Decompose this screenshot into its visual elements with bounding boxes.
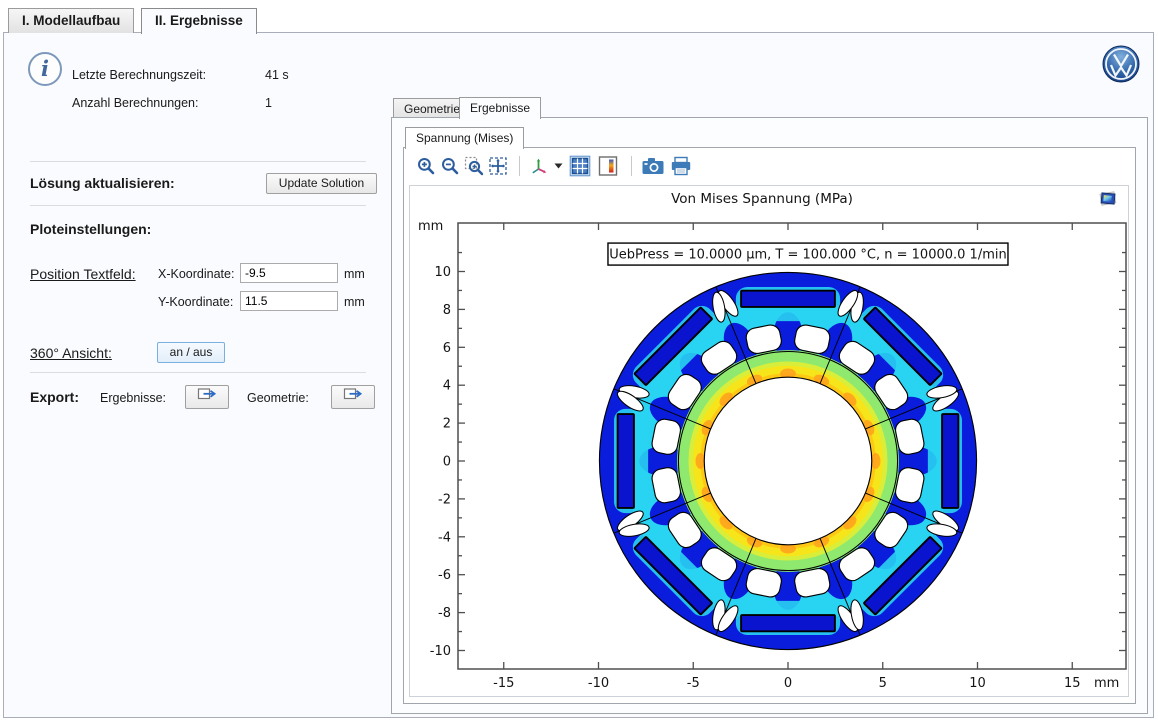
computation-time-value: 41 s (265, 68, 289, 82)
y-coordinate-input[interactable] (240, 291, 338, 311)
svg-text:0: 0 (443, 455, 451, 470)
toolbar-separator (631, 156, 632, 176)
svg-text:-5: -5 (687, 676, 700, 691)
graphics-canvas[interactable]: Von Mises Spannung (MPa) -15 -10 -5 0 5 10 15 10… (409, 185, 1129, 697)
update-solution-button[interactable]: Update Solution (266, 173, 377, 194)
view-orientation-icon[interactable] (528, 155, 550, 177)
zoom-to-selection-icon[interactable] (463, 155, 485, 177)
divider (30, 205, 366, 206)
computation-count-value: 1 (265, 96, 272, 110)
computation-count-label: Anzahl Berechnungen: (72, 96, 199, 110)
svg-text:Von Mises Spannung (MPa): Von Mises Spannung (MPa) (671, 191, 853, 207)
divider (30, 161, 366, 162)
svg-text:-6: -6 (438, 568, 451, 583)
computation-time-label: Letzte Berechnungszeit: (72, 68, 207, 82)
orientation-dropdown-icon[interactable] (552, 155, 565, 177)
view-360-label: 360° Ansicht: (30, 345, 112, 361)
zoom-in-icon[interactable] (415, 155, 437, 177)
view-360-toggle-label: an / aus (169, 345, 213, 359)
snapshot-camera-icon[interactable] (640, 155, 666, 177)
plot-thumbnail-icon[interactable] (1098, 189, 1118, 214)
svg-text:-2: -2 (438, 492, 451, 507)
tab-modellaufbau[interactable]: I. Modellaufbau (8, 8, 135, 33)
position-textfield-label: Position Textfeld: (30, 266, 136, 282)
export-geometry-label: Geometrie: (247, 391, 309, 405)
export-icon (197, 387, 217, 407)
svg-text:8: 8 (443, 303, 451, 318)
svg-text:15: 15 (1064, 676, 1081, 691)
tab-geometrie[interactable]: Geometrie (393, 98, 472, 119)
svg-text:-4: -4 (438, 530, 451, 545)
export-results-label: Ergebnisse: (100, 391, 167, 405)
toolbar-separator (519, 156, 520, 176)
svg-text:2: 2 (443, 417, 451, 432)
info-icon: i (28, 52, 62, 86)
tab-spannung-mises-label: Spannung (Mises) (416, 131, 514, 145)
plot-settings-header: Ploteinstellungen: (30, 221, 152, 237)
vw-logo (1102, 45, 1140, 88)
results-plot: Von Mises Spannung (MPa) -15 -10 -5 0 5 10 15 10… (418, 191, 1127, 691)
svg-text:5: 5 (879, 676, 887, 691)
print-icon[interactable] (668, 155, 694, 177)
y-coordinate-label: Y-Koordinate: (158, 295, 234, 309)
zoom-out-icon[interactable] (439, 155, 461, 177)
svg-text:UebPress = 10.0000 μm, T = 100: UebPress = 10.0000 μm, T = 100.000 °C, n… (609, 248, 1007, 263)
svg-text:-10: -10 (588, 676, 609, 691)
svg-text:mm: mm (1094, 676, 1119, 691)
export-geometry-button[interactable] (331, 385, 375, 409)
x-coordinate-input[interactable] (240, 263, 338, 283)
svg-text:-15: -15 (493, 676, 514, 691)
tab-ergebnisse-inner[interactable]: Ergebnisse (459, 97, 542, 119)
svg-text:-8: -8 (438, 606, 451, 621)
svg-text:6: 6 (443, 341, 451, 356)
update-solution-button-label: Update Solution (278, 176, 365, 190)
tab-geometrie-label: Geometrie (404, 102, 461, 116)
x-unit-label: mm (344, 267, 365, 281)
svg-text:10: 10 (434, 265, 451, 280)
svg-text:0: 0 (784, 676, 792, 691)
y-unit-label: mm (344, 295, 365, 309)
export-header: Export: (30, 389, 79, 405)
tab-spannung-mises[interactable]: Spannung (Mises) (405, 127, 525, 149)
divider (30, 372, 366, 373)
tab-ergebnisse[interactable]: II. Ergebnisse (141, 8, 257, 34)
tab-modellaufbau-label: I. Modellaufbau (22, 13, 121, 28)
color-legend-icon[interactable] (595, 155, 621, 177)
zoom-extents-icon[interactable] (487, 155, 509, 177)
tab-ergebnisse-inner-label: Ergebnisse (470, 101, 531, 115)
export-results-button[interactable] (185, 385, 229, 409)
export-icon (343, 387, 363, 407)
svg-text:-10: -10 (430, 644, 451, 659)
update-solution-label: Lösung aktualisieren: (30, 175, 175, 191)
grid-icon[interactable] (567, 155, 593, 177)
x-coordinate-label: X-Koordinate: (158, 267, 235, 281)
svg-text:10: 10 (969, 676, 986, 691)
svg-text:4: 4 (443, 379, 451, 394)
graphics-toolbar (405, 150, 1139, 182)
view-360-toggle-button[interactable]: an / aus (157, 342, 225, 363)
tab-ergebnisse-label: II. Ergebnisse (155, 13, 243, 28)
svg-text:mm: mm (418, 219, 443, 234)
